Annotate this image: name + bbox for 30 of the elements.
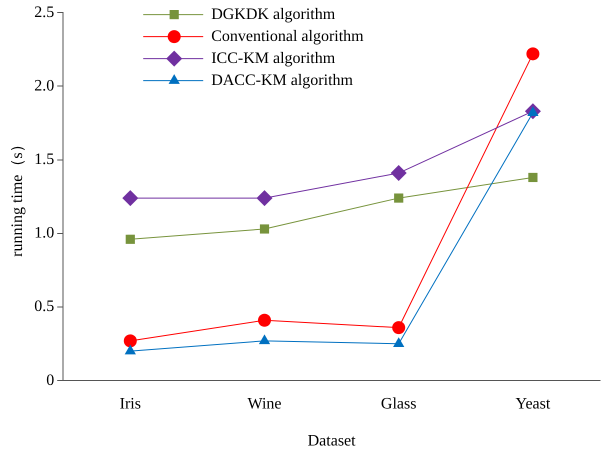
point (256, 190, 272, 206)
legend-label: ICC-KM algorithm (211, 50, 336, 67)
y-tick-label: 2.0 (34, 77, 54, 94)
y-tick-label: 1.5 (34, 151, 54, 168)
point (126, 234, 135, 244)
point (528, 172, 538, 182)
point (258, 334, 270, 344)
point (260, 224, 270, 234)
legend-label: Conventional algorithm (211, 28, 364, 45)
x-tick-label: Yeast (515, 395, 551, 412)
point (526, 47, 540, 60)
x-tick-label: Glass (380, 395, 416, 412)
y-tick-label: 0 (46, 372, 54, 389)
x-tick-label: Wine (247, 395, 282, 412)
point (394, 193, 404, 203)
point (124, 334, 137, 348)
y-tick-label: 1.0 (34, 224, 54, 242)
legend-label: DACC-KM algorithm (211, 72, 354, 89)
legend-label: DGKDK algorithm (211, 6, 336, 23)
y-tick-label: 2.5 (34, 4, 54, 21)
point (390, 165, 407, 182)
y-tick-label: 0.5 (34, 298, 54, 316)
point (124, 344, 136, 354)
point (258, 314, 271, 327)
point (393, 337, 404, 348)
x-axis-title: Dataset (308, 432, 356, 450)
point (122, 190, 138, 206)
point (392, 321, 406, 334)
y-axis-title: running time（s） (8, 136, 26, 257)
x-tick-label: Iris (120, 395, 141, 412)
